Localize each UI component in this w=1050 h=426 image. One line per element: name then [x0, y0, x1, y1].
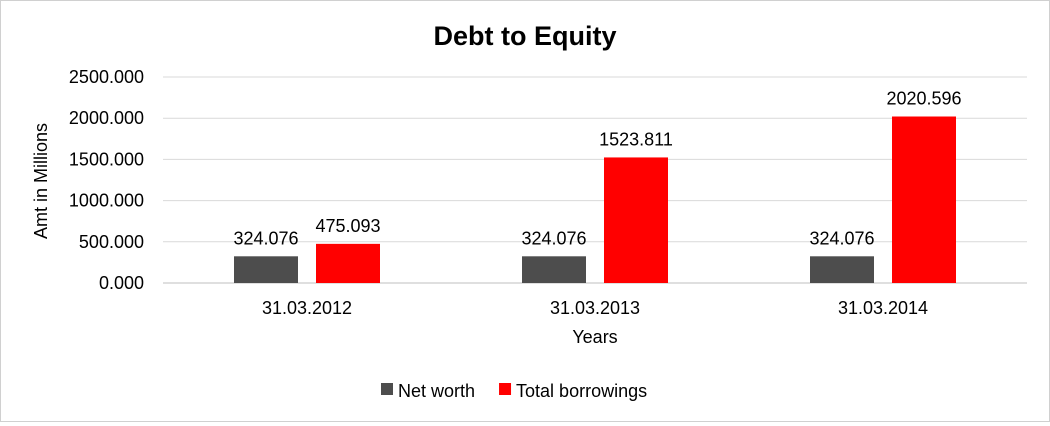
bar-total-borrowings — [892, 116, 956, 283]
bar-net-worth — [234, 256, 298, 283]
legend-label: Total borrowings — [516, 381, 647, 401]
chart-title: Debt to Equity — [434, 21, 617, 51]
legend-label: Net worth — [398, 381, 475, 401]
data-label: 475.093 — [315, 216, 380, 236]
data-label: 2020.596 — [886, 89, 961, 109]
y-tick-label: 1500.000 — [69, 149, 144, 169]
bar-net-worth — [810, 256, 874, 283]
x-axis-label: Years — [572, 327, 617, 347]
y-tick-label: 2500.000 — [69, 67, 144, 87]
y-tick-label: 2000.000 — [69, 108, 144, 128]
x-tick-label: 31.03.2013 — [550, 298, 640, 318]
y-tick-label: 500.000 — [79, 232, 144, 252]
legend: Net worth Total borrowings — [381, 381, 647, 401]
y-tick-label: 1000.000 — [69, 191, 144, 211]
x-axis-ticks: 31.03.2012 31.03.2013 31.03.2014 — [262, 298, 928, 318]
bar-net-worth — [522, 256, 586, 283]
x-tick-label: 31.03.2012 — [262, 298, 352, 318]
data-labels: 324.076 475.093 324.076 1523.811 324.076 2020… — [233, 89, 961, 249]
gridlines — [163, 76, 1027, 284]
legend-swatch-total-borrowings — [499, 383, 512, 395]
bar-total-borrowings — [604, 157, 668, 283]
bars — [234, 116, 956, 283]
data-label: 1523.811 — [599, 129, 673, 149]
y-tick-label: 0.000 — [99, 273, 144, 293]
data-label: 324.076 — [233, 228, 298, 248]
y-axis-ticks: 0.000 500.000 1000.000 1500.000 2000.000 2500… — [69, 67, 144, 293]
data-label: 324.076 — [809, 228, 874, 248]
x-tick-label: 31.03.2014 — [838, 298, 928, 318]
y-axis-label: Amt in Millions — [31, 123, 51, 239]
legend-swatch-net-worth — [381, 383, 393, 395]
data-label: 324.076 — [521, 228, 586, 248]
bar-total-borrowings — [316, 243, 380, 283]
